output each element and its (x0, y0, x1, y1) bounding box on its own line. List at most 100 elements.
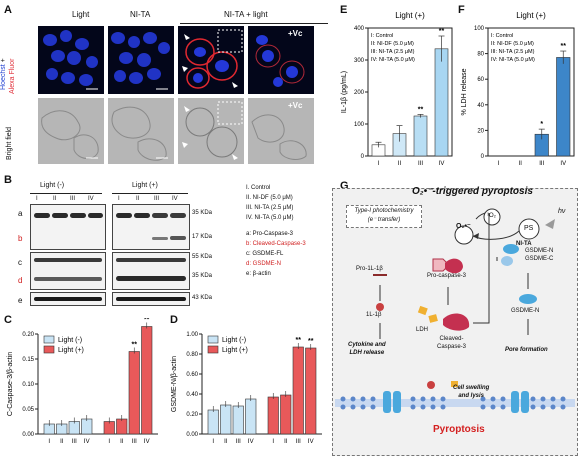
x-tick-label: II (284, 439, 288, 445)
pathway-diagram (335, 208, 575, 413)
fluor-image-light (38, 26, 104, 94)
blot-plus-top (112, 204, 190, 250)
band (34, 258, 102, 262)
bright-image-light (38, 98, 104, 164)
y-axis-label: IL-1β (pg/mL) (341, 71, 348, 113)
ldh-label: LDH (416, 327, 429, 333)
lane-ii-minus: II (53, 196, 57, 202)
band (116, 297, 186, 301)
blot-legend: a: Pro-Caspase-3 b: Cleaved-Caspase-3 c:… (246, 229, 306, 279)
condition-2: II. NI-DF (5.0 μM) (246, 195, 293, 201)
bar (81, 418, 93, 435)
legend-swatch (43, 345, 55, 354)
x-tick-label: II (224, 439, 228, 445)
y-tick-label: 0.10 (22, 382, 34, 388)
fluor-image-nita (108, 26, 174, 94)
y-tick-label: 0 (481, 154, 485, 160)
y-tick-label: 200 (354, 90, 365, 96)
membrane (335, 399, 575, 407)
panel-label-b: B (4, 174, 12, 186)
released-ldh (451, 381, 458, 387)
legend-line: II: NI-DF (5.0 μM) (371, 41, 414, 47)
pore-label: Pore formation (505, 347, 548, 353)
band (34, 297, 102, 301)
pro-caspase-label: Pro-caspase-3 (427, 273, 467, 279)
y-tick-label: 60 (477, 77, 484, 83)
bar (116, 418, 128, 435)
legend-line: III: NI-TA (2.5 μM) (491, 49, 535, 55)
bar (128, 351, 140, 435)
bar (141, 326, 153, 435)
lane-iii-plus: III (154, 196, 160, 202)
legend-swatch (207, 335, 219, 344)
fluor-nuclei-nita (111, 32, 170, 90)
y-tick-label: 0.05 (22, 407, 34, 413)
y-tick-label: 0.00 (22, 432, 34, 438)
gsdme-c-label: GSDME-C (525, 256, 554, 262)
band (34, 213, 50, 218)
x-tick-label: II (60, 439, 64, 445)
row-label-fluor: Hoechst + Alexa Fluor (0, 32, 20, 94)
x-tick-label: IV (439, 161, 445, 167)
legend-d: d: GSDME-N (246, 261, 282, 267)
swelling-line2: and lysis (458, 393, 485, 399)
legend-e: e: β-actin (246, 271, 271, 277)
ldh-icon-1 (417, 305, 428, 316)
legend-a: a: Pro-Caspase-3 (246, 231, 294, 237)
band (70, 213, 86, 218)
plot-frame (487, 27, 575, 157)
lane-i-minus: I (36, 196, 38, 202)
panel-label-e: E (340, 4, 348, 16)
band (34, 277, 102, 281)
y-tick-label: 0.20 (186, 412, 198, 418)
membrane-beads (340, 396, 566, 410)
y-tick-label: 100 (474, 26, 485, 32)
blot-plus-underline (112, 193, 188, 194)
cleaved-label: Cleaved- Caspase-3 (437, 335, 466, 351)
cytokine-label: Cytokine and LDH release (348, 341, 386, 357)
photochem-sub: (e⁻ transfer) (367, 217, 401, 223)
blot-row-b: b (18, 234, 23, 243)
pores (383, 391, 529, 413)
x-tick-label: I (212, 439, 214, 445)
bar (220, 404, 232, 435)
legend-line: I: Control (371, 33, 393, 39)
bar (232, 405, 244, 435)
blot-row-c: c (18, 258, 22, 267)
y-axis-label: % LDH release (461, 68, 468, 115)
panel-label-a: A (4, 4, 12, 16)
kda-17: 17 KDa (192, 234, 213, 240)
bar (413, 115, 428, 157)
cytokine-line2: LDH release (349, 350, 385, 356)
swelling-line1: Cell swelling (453, 385, 490, 391)
band (170, 236, 186, 240)
x-tick-label: III (72, 439, 77, 445)
bar (292, 346, 304, 435)
col-title-nita-light: NI-TA + light (224, 10, 268, 19)
legend-label: Light (+) (222, 347, 248, 354)
band (116, 213, 132, 218)
band (170, 213, 186, 218)
legend-label: Light (+) (58, 347, 84, 354)
ldh-icon-2 (428, 314, 438, 323)
gsdme-n-free-label: GSDME-N (511, 308, 540, 314)
x-tick-label: IV (84, 439, 90, 445)
blot-plus-mid (112, 252, 190, 290)
band (116, 276, 186, 281)
legend-c: c: GSDME-FL (246, 251, 284, 257)
legend-label: Light (-) (58, 337, 82, 344)
blot-row-a: a (18, 209, 23, 218)
bright-image-vc: +Vc (248, 98, 314, 164)
significance-mark: ** (561, 43, 567, 50)
x-tick-label: I (378, 161, 380, 167)
significance-mark: ** (132, 342, 138, 349)
hv-label: hν (558, 208, 566, 215)
blot-minus-actin (30, 292, 106, 306)
kda-35-a: 35 KDa (192, 210, 213, 216)
x-tick-label: II (398, 161, 402, 167)
x-tick-label: IV (248, 439, 254, 445)
pathway-title: O₂•⁻-triggered pyroptosis (412, 186, 533, 197)
plus-label: + (0, 58, 7, 63)
light-source-icon (545, 219, 555, 229)
kda-43: 43 KDa (192, 295, 213, 301)
